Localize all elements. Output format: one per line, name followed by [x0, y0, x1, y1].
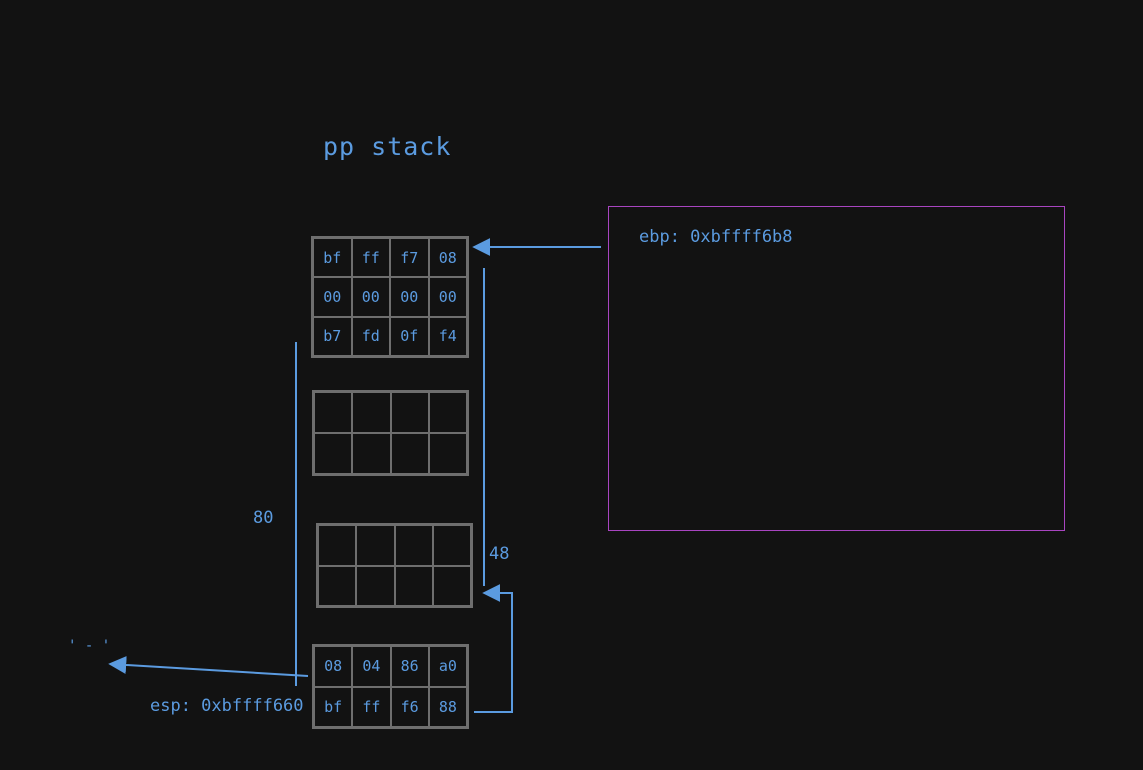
size-label-48: 48	[489, 544, 510, 564]
stack-byte-cell: ff	[352, 686, 391, 727]
stack-byte-cell: 08	[314, 646, 353, 687]
stack-byte-cell: 00	[313, 277, 352, 317]
esp-pointer-arrow	[108, 655, 309, 677]
stack-block-middle-1	[312, 390, 469, 476]
stack-byte-cell: 00	[390, 277, 429, 317]
stack-byte-cell	[314, 392, 353, 433]
stack-byte-cell: fd	[351, 316, 390, 356]
stack-byte-cell: 08	[428, 238, 467, 278]
stack-byte-cell: f7	[390, 238, 429, 278]
stack-byte-cell	[432, 525, 471, 566]
stack-block-top: bf ff f7 08 00 00 00 00 b7 fd 0f f4	[311, 236, 469, 358]
esp-label: esp: 0xbffff660	[150, 696, 304, 716]
stack-byte-cell: 04	[352, 646, 391, 687]
stack-byte-cell	[394, 565, 433, 606]
stack-byte-cell	[432, 565, 471, 606]
stack-byte-cell: 00	[351, 277, 390, 317]
stack-byte-cell: ff	[351, 238, 390, 278]
stack-byte-cell: b7	[313, 316, 352, 356]
stack-byte-cell: f4	[428, 316, 467, 356]
stack-block-bottom: 08 04 86 a0 bf ff f6 88	[312, 644, 469, 729]
stack-byte-cell	[356, 565, 395, 606]
stack-byte-cell: 0f	[390, 316, 429, 356]
diagram-title: pp stack	[323, 132, 452, 161]
stack-byte-cell	[356, 525, 395, 566]
stack-byte-cell	[428, 433, 467, 474]
stack-byte-cell	[352, 392, 391, 433]
stack-byte-cell	[428, 392, 467, 433]
stack-byte-cell	[314, 433, 353, 474]
stack-byte-cell	[318, 525, 357, 566]
stack-byte-cell	[390, 433, 429, 474]
stack-byte-cell: 86	[390, 646, 429, 687]
quote-mark-label: ' - '	[68, 638, 111, 654]
stack-byte-cell: 88	[428, 686, 467, 727]
size-label-80: 80	[253, 508, 274, 528]
stack-byte-cell	[352, 433, 391, 474]
ebp-frame-box	[608, 206, 1065, 531]
return-arrow	[474, 584, 513, 713]
stack-block-middle-2	[316, 523, 473, 608]
stack-byte-cell	[394, 525, 433, 566]
stack-byte-cell	[390, 392, 429, 433]
stack-byte-cell: bf	[313, 238, 352, 278]
stack-byte-cell: a0	[428, 646, 467, 687]
ebp-label: ebp: 0xbffff6b8	[639, 227, 793, 247]
stack-byte-cell: f6	[390, 686, 429, 727]
stack-byte-cell: 00	[428, 277, 467, 317]
stack-byte-cell	[318, 565, 357, 606]
stack-byte-cell: bf	[314, 686, 353, 727]
